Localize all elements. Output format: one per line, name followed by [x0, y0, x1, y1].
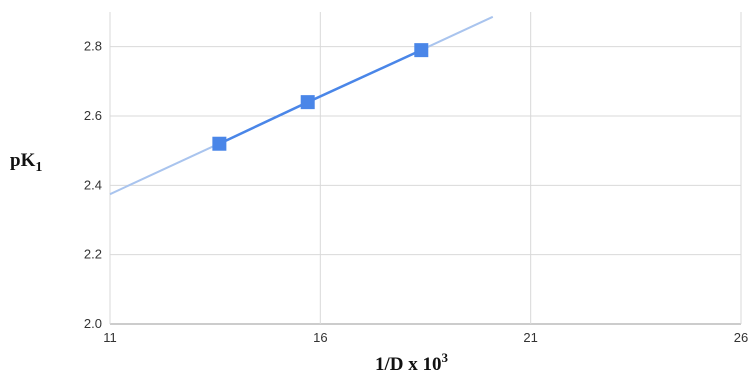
x-axis-title-superscript: 3 — [442, 350, 449, 365]
x-tick-label-0: 11 — [103, 330, 117, 345]
x-axis-title: 1/D x 103 — [375, 350, 449, 375]
grid-lines — [109, 12, 742, 325]
data-point-1 — [300, 95, 315, 110]
data-point-2 — [414, 43, 429, 58]
x-tick-label-2: 21 — [523, 330, 537, 345]
x-tick-label-1: 16 — [313, 330, 327, 345]
y-axis-title: pK1 — [10, 150, 42, 175]
y-tick-label-3: 2.6 — [84, 108, 102, 123]
x-tick-label-3: 26 — [734, 330, 748, 345]
tick-labels: 2.0 2.2 2.4 2.6 2.8 11 16 21 26 — [84, 39, 748, 345]
y-tick-label-0: 2.0 — [84, 316, 102, 331]
y-tick-label-2: 2.4 — [84, 177, 102, 192]
y-tick-label-1: 2.2 — [84, 247, 102, 262]
data-point-0 — [212, 136, 227, 151]
series-layer — [212, 43, 429, 151]
y-tick-label-4: 2.8 — [84, 39, 102, 54]
x-axis-title-base: 1/D x 10 — [375, 354, 442, 375]
y-axis-title-base: pK — [10, 150, 36, 171]
y-axis-title-subscript: 1 — [35, 160, 42, 175]
